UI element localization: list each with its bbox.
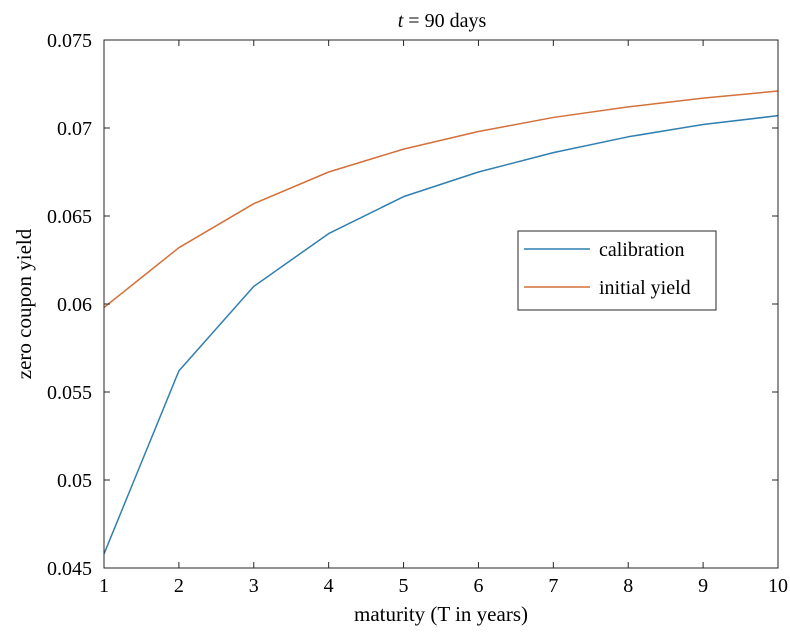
legend: calibration initial yield (517, 230, 717, 311)
legend-label-calibration: calibration (599, 239, 685, 261)
legend-box (517, 230, 717, 311)
y-tick-label: 0.065 (47, 206, 92, 228)
y-tick-label: 0.06 (57, 294, 92, 316)
x-tick-label: 3 (249, 575, 259, 597)
y-tick-label: 0.05 (57, 470, 92, 492)
y-tick-label: 0.075 (47, 30, 92, 52)
y-tick-label: 0.045 (47, 558, 92, 580)
legend-label-initial-yield: initial yield (599, 277, 691, 299)
x-tick-label: 9 (698, 575, 708, 597)
x-tick-label: 10 (768, 575, 788, 597)
x-tick-label: 2 (174, 575, 184, 597)
title-rest: = 90 days (403, 10, 486, 32)
tick-layer: 1 2 3 4 5 6 7 8 9 10 0.045 0.05 0.055 0.06 0.065 0.07 0.… (47, 30, 788, 597)
chart-title: t = 90 days (398, 10, 487, 32)
x-tick-label: 1 (99, 575, 109, 597)
series-line-calibration (103, 114, 779, 555)
x-axis-label: maturity (T in years) (354, 602, 528, 626)
x-tick-label: 4 (324, 575, 334, 597)
y-tick-label: 0.055 (47, 382, 92, 404)
series-line-initial-yield (103, 90, 779, 309)
x-tick-label: 8 (623, 575, 633, 597)
plot-frame (103, 39, 779, 569)
y-tick-label: 0.07 (57, 118, 92, 140)
y-axis-label: zero coupon yield (12, 228, 36, 379)
title-variable: t (398, 10, 404, 32)
x-tick-label: 7 (548, 575, 558, 597)
x-tick-label: 5 (399, 575, 409, 597)
series-layer (103, 90, 779, 555)
x-tick-label: 6 (473, 575, 483, 597)
